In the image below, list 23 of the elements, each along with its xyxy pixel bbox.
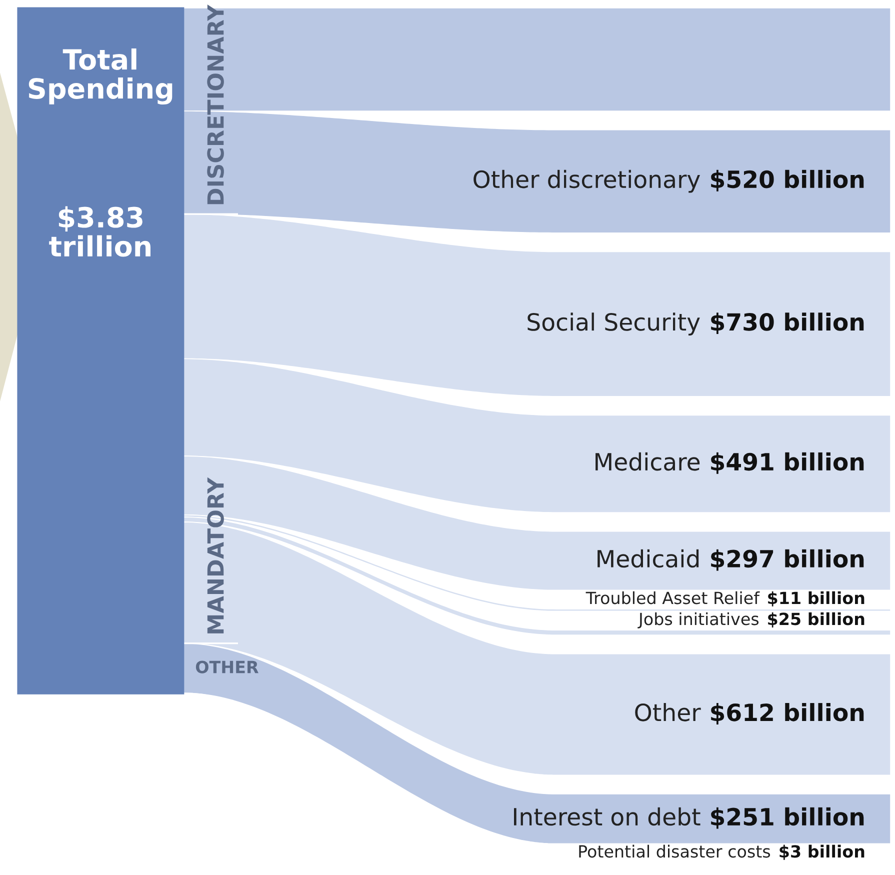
category-label: Medicaid bbox=[598, 549, 699, 568]
text: Total Spending bbox=[28, 48, 172, 105]
category-label: Potential disaster costs bbox=[579, 844, 770, 858]
data-label: $251 billion bbox=[711, 807, 864, 829]
category-label: Troubled Asset Relief bbox=[586, 591, 760, 604]
category-label: Medicare bbox=[596, 452, 700, 471]
text: $3.83 trillion bbox=[49, 206, 150, 257]
data-label: $297 billion bbox=[711, 549, 864, 571]
category-label: Interest on debt bbox=[514, 807, 700, 826]
text: OTHER bbox=[196, 660, 258, 674]
text: DISCRETIONARY bbox=[207, 4, 224, 204]
category-label: Other bbox=[635, 703, 701, 722]
category-label: Jobs initiatives bbox=[638, 612, 759, 628]
data-label: $3 billion bbox=[780, 844, 864, 860]
data-label: $25 billion bbox=[768, 612, 864, 628]
data-label: $491 billion bbox=[711, 452, 864, 474]
data-label: $520 billion bbox=[711, 170, 864, 192]
category-label: Social Security bbox=[528, 312, 700, 336]
data-label: $730 billion bbox=[711, 312, 864, 334]
data-label: $612 billion bbox=[711, 703, 864, 724]
text: MANDATORY bbox=[207, 477, 224, 634]
data-label: $11 billion bbox=[768, 591, 864, 606]
category-label: Other discretionary bbox=[474, 170, 700, 193]
